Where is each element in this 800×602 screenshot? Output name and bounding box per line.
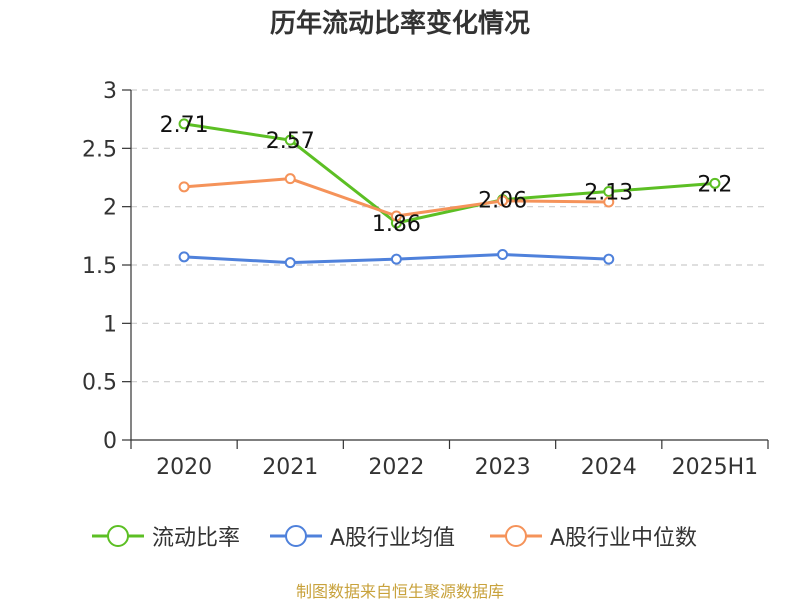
data-point — [284, 257, 296, 269]
data-point — [603, 253, 615, 265]
data-point — [390, 210, 402, 222]
x-tick-label: 2022 — [368, 455, 424, 480]
legend: 流动比率 A股行业均值 A股行业中位数 — [0, 518, 800, 554]
series-line-0 — [183, 122, 716, 225]
y-tick-label: 1 — [103, 312, 117, 337]
data-point — [497, 249, 509, 260]
legend-marker — [270, 525, 322, 547]
legend-label: A股行业均值 — [330, 526, 456, 551]
data-point — [178, 251, 190, 263]
data-label: 2.71 — [160, 113, 209, 138]
x-tick-label: 2020 — [156, 455, 212, 480]
x-tick-label: 2024 — [581, 455, 637, 480]
x-tick-label: 2023 — [475, 455, 531, 480]
data-point — [497, 195, 509, 207]
legend-marker — [490, 525, 542, 547]
y-tick-label: 0.5 — [82, 371, 117, 396]
data-label: 2.13 — [584, 181, 633, 206]
data-point — [603, 196, 615, 208]
data-point — [178, 118, 190, 130]
legend-marker — [92, 525, 144, 547]
data-label: 2.57 — [266, 129, 315, 154]
data-point — [178, 181, 190, 193]
data-point — [284, 134, 296, 146]
legend-label: 流动比率 — [152, 526, 241, 551]
data-point — [709, 177, 721, 189]
legend-item[interactable]: A股行业均值 — [270, 518, 455, 554]
x-tick-label: 2025H1 — [672, 455, 759, 480]
series-lines — [178, 118, 721, 269]
y-tick-label: 1.5 — [82, 254, 117, 279]
y-tick-label: 2.5 — [82, 137, 117, 162]
data-point — [603, 186, 615, 197]
source-footer: 制图数据来自恒生聚源数据库 — [295, 582, 504, 601]
data-point — [390, 253, 402, 265]
data-labels: 2.71 2.57 1.86 2.06 2.13 2.2 — [160, 113, 733, 237]
y-tick-label: 3 — [103, 79, 117, 104]
data-label: 1.86 — [372, 212, 421, 237]
chart-title: 历年流动比率变化情况 — [269, 9, 530, 39]
y-tick-label: 2 — [103, 196, 117, 221]
legend-item[interactable]: 流动比率 — [92, 518, 240, 554]
grid-lines — [131, 89, 768, 383]
data-point — [284, 173, 296, 185]
x-tick-label: 2021 — [262, 455, 318, 480]
data-label: 2.2 — [697, 172, 732, 197]
legend-item[interactable]: A股行业中位数 — [490, 518, 697, 554]
data-label: 2.06 — [478, 189, 527, 214]
legend-label: A股行业中位数 — [550, 526, 698, 551]
y-tick-label: 0 — [103, 429, 117, 454]
axes: 0 0.5 1 1.5 2 2.5 3 2020 2021 2022 2023 2024 2025H1 — [82, 79, 769, 480]
